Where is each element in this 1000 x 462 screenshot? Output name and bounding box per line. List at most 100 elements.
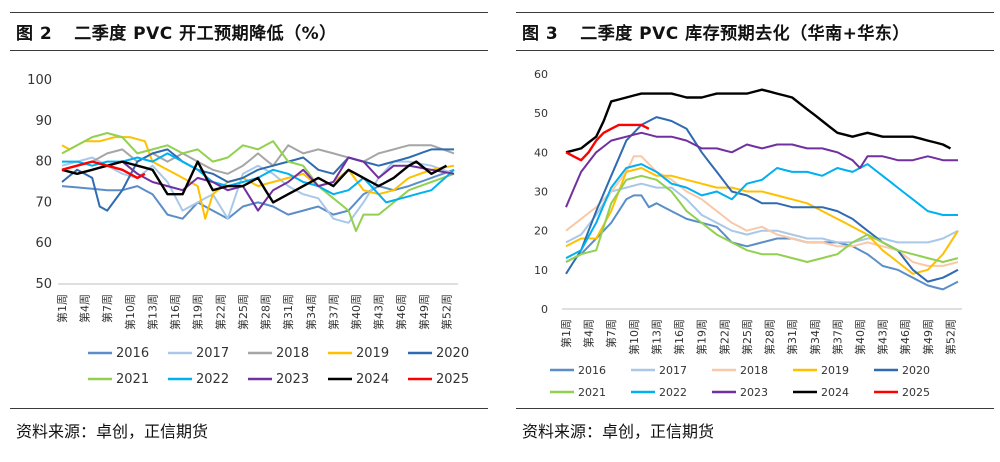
figure-title-text: 二季度 PVC 开工预期降低（%） (74, 24, 337, 44)
x-tick-label: 第22周 (213, 294, 227, 330)
x-tick-label: 第52周 (439, 294, 453, 330)
series-line-2017 (61, 156, 455, 224)
operating-rate-chart: 50 60 70 80 90 100 第1周 第4周 第7周 第10周 第13周 第16周 第19周 第2… (27, 73, 469, 387)
legend-label-2018: 2018 (740, 364, 768, 377)
figure-number: 图 3 (522, 24, 559, 44)
legend-label-2023: 2023 (740, 386, 768, 399)
series-line-2021 (565, 174, 959, 263)
legend-label-2016: 2016 (116, 346, 149, 361)
x-axis: 第1周 第4周 第7周 第10周 第13周 第16周 第19周 第22周 第25周 第28周 第31… (55, 294, 453, 330)
y-tick-label: 40 (534, 146, 548, 159)
x-tick-label: 第13周 (145, 294, 159, 330)
series-line-2018 (565, 155, 959, 267)
title-rule (516, 50, 994, 51)
figure-title-text: 二季度 PVC 库存预期去化（华南+华东） (580, 24, 910, 44)
y-tick-label: 30 (534, 186, 548, 199)
x-tick-label: 第1周 (55, 294, 69, 323)
y-tick-label: 20 (534, 225, 548, 238)
y-tick-label: 50 (35, 277, 52, 292)
series-line-2023 (61, 156, 455, 212)
x-tick-label: 第16周 (168, 294, 182, 330)
x-tick-label: 第28周 (763, 319, 777, 355)
x-axis: 第1周 第4周 第7周 第10周 第13周 第16周 第19周 第22周 第25周 第28周 第31… (559, 319, 957, 355)
x-tick-label: 第49周 (921, 319, 935, 355)
bottom-rule (516, 408, 994, 409)
bottom-rule (10, 408, 488, 409)
series-line-2022 (565, 163, 958, 259)
y-tick-label: 60 (35, 236, 52, 251)
top-rule (10, 12, 488, 13)
legend-label-2021: 2021 (578, 386, 606, 399)
y-tick-label: 50 (534, 107, 548, 120)
top-rule (516, 12, 994, 13)
legend-label-2021: 2021 (116, 372, 149, 387)
y-tick-label: 100 (27, 73, 52, 88)
series-line-2019 (61, 136, 455, 220)
figure-title: 图 2 二季度 PVC 开工预期降低（%） (16, 19, 337, 44)
x-tick-label: 第46周 (394, 294, 408, 330)
x-tick-label: 第46周 (898, 319, 912, 355)
legend-label-2020: 2020 (436, 346, 469, 361)
x-tick-label: 第52周 (943, 319, 957, 355)
x-tick-label: 第22周 (717, 319, 731, 355)
series-lines (565, 88, 959, 291)
x-tick-label: 第25周 (740, 319, 754, 355)
legend-label-2017: 2017 (659, 364, 687, 377)
legend: 2016 2017 2018 2019 2020 2021 2022 2023 2024 2025 (88, 346, 469, 387)
y-tick-label: 90 (35, 114, 52, 129)
y-axis: 0 10 20 30 40 50 60 (534, 68, 548, 316)
figure-3-panel: 图 3 二季度 PVC 库存预期去化（华南+华东） 0 10 20 30 40 50 60 第1… (506, 0, 1000, 462)
figure-title: 图 3 二季度 PVC 库存预期去化（华南+华东） (522, 19, 910, 44)
x-tick-label: 第34周 (304, 294, 318, 330)
x-tick-label: 第1周 (559, 319, 573, 348)
x-tick-label: 第28周 (259, 294, 273, 330)
legend-label-2025: 2025 (436, 372, 469, 387)
series-line-2021 (61, 132, 455, 232)
legend-label-2022: 2022 (196, 372, 229, 387)
x-tick-label: 第43周 (372, 294, 386, 330)
source-note: 资料来源：卓创，正信期货 (16, 422, 209, 441)
legend-label-2025: 2025 (902, 386, 930, 399)
x-tick-label: 第31周 (281, 294, 295, 330)
x-tick-label: 第4周 (582, 319, 596, 348)
legend-label-2020: 2020 (902, 364, 930, 377)
legend-label-2019: 2019 (356, 346, 389, 361)
y-tick-label: 60 (534, 68, 548, 81)
legend-label-2019: 2019 (821, 364, 849, 377)
x-tick-label: 第40周 (853, 319, 867, 355)
x-tick-label: 第49周 (417, 294, 431, 330)
series-line-2023 (565, 131, 958, 208)
y-tick-label: 10 (534, 264, 548, 277)
x-tick-label: 第25周 (236, 294, 250, 330)
series-line-2016 (61, 168, 455, 220)
x-tick-label: 第4周 (78, 294, 92, 323)
x-tick-label: 第19周 (695, 319, 709, 355)
series-line-2020 (565, 116, 959, 283)
x-tick-label: 第43周 (876, 319, 890, 355)
legend-label-2024: 2024 (356, 372, 389, 387)
y-tick-label: 80 (35, 155, 52, 170)
x-tick-label: 第7周 (604, 319, 618, 348)
inventory-chart: 0 10 20 30 40 50 60 第1周 第4周 第7周 第10周 第13周 第16周 第19周 第2… (534, 68, 962, 399)
x-tick-label: 第13周 (649, 319, 663, 355)
y-tick-label: 70 (35, 195, 52, 210)
series-line-2019 (565, 167, 959, 275)
x-tick-label: 第31周 (785, 319, 799, 355)
series-line-2018 (61, 144, 455, 175)
legend-label-2017: 2017 (196, 346, 229, 361)
x-tick-label: 第10周 (627, 319, 641, 355)
title-rule (10, 50, 488, 51)
x-tick-label: 第40周 (349, 294, 363, 330)
source-note: 资料来源：卓创，正信期货 (522, 422, 715, 441)
y-axis: 50 60 70 80 90 100 (27, 73, 52, 292)
figure-2-panel: 图 2 二季度 PVC 开工预期降低（%） 50 60 70 80 90 100 第1周 第4周… (0, 0, 494, 462)
y-tick-label: 0 (541, 303, 548, 316)
series-line-2025 (565, 123, 650, 162)
legend-label-2018: 2018 (276, 346, 309, 361)
legend: 2016 2017 2018 2019 2020 2021 2022 2023 2024 2025 (550, 364, 930, 399)
x-tick-label: 第19周 (191, 294, 205, 330)
series-line-2024 (61, 160, 448, 204)
series-line-2024 (565, 88, 952, 154)
series-line-2020 (61, 148, 454, 212)
series-line-2016 (565, 194, 959, 291)
